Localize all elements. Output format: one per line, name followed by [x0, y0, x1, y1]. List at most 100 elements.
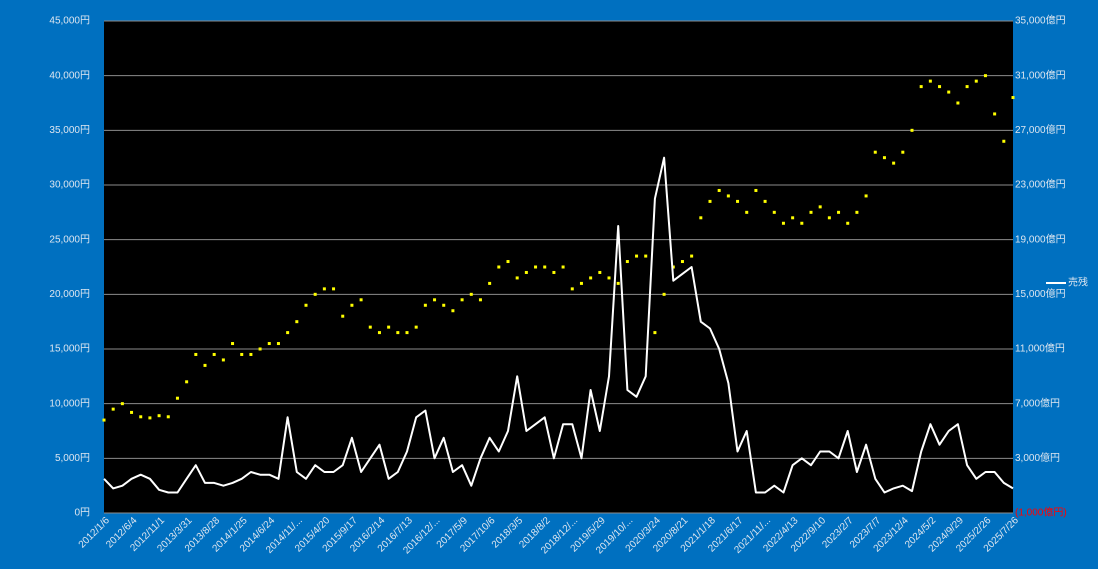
price-marker: [148, 416, 152, 420]
price-marker: [524, 270, 528, 274]
price-marker: [359, 298, 363, 302]
y-tick-label: 45,000円: [49, 16, 90, 27]
price-marker: [726, 194, 730, 198]
y2-tick-label: 27,000億円: [1015, 123, 1066, 136]
price-marker: [882, 156, 886, 160]
y2-tick-label: 23,000億円: [1015, 178, 1066, 191]
price-marker: [653, 331, 657, 335]
price-marker: [552, 270, 556, 274]
price-marker: [157, 414, 161, 418]
price-marker: [120, 402, 124, 406]
y-tick-label: 40,000円: [49, 70, 90, 81]
price-marker: [212, 352, 216, 356]
price-marker: [625, 260, 629, 264]
y-tick-label: 0円: [74, 508, 90, 519]
price-marker: [598, 270, 602, 274]
price-marker: [304, 303, 308, 307]
price-marker: [910, 128, 914, 132]
price-marker: [717, 188, 721, 192]
price-marker: [102, 418, 106, 422]
price-marker: [892, 161, 896, 165]
price-marker: [662, 292, 666, 296]
price-marker: [873, 150, 877, 154]
price-marker: [901, 150, 905, 154]
price-marker: [864, 194, 868, 198]
price-marker: [543, 265, 547, 269]
price-marker: [377, 331, 381, 335]
price-marker: [405, 331, 409, 335]
y-tick-label: 25,000円: [49, 234, 90, 245]
price-marker: [249, 352, 253, 356]
price-marker: [295, 320, 299, 324]
price-marker: [497, 265, 501, 269]
price-marker: [240, 352, 244, 356]
price-marker: [460, 298, 464, 302]
price-marker: [276, 342, 280, 346]
price-marker: [350, 303, 354, 307]
price-marker: [736, 199, 740, 203]
price-marker: [699, 216, 703, 220]
price-marker: [818, 205, 822, 209]
price-marker: [166, 415, 170, 419]
price-marker: [515, 276, 519, 280]
y-tick-label: 10,000円: [49, 398, 90, 409]
price-marker: [478, 298, 482, 302]
price-marker: [267, 342, 271, 346]
price-marker: [442, 303, 446, 307]
price-marker: [791, 216, 795, 220]
y-tick-label: 5,000円: [55, 453, 90, 464]
y2-tick-label: 35,000億円: [1015, 14, 1066, 27]
plot-area: [104, 21, 1013, 513]
price-marker: [763, 199, 767, 203]
price-marker: [332, 287, 336, 291]
y-tick-label: 35,000円: [49, 125, 90, 136]
price-marker: [341, 314, 345, 318]
price-marker: [570, 287, 574, 291]
price-marker: [956, 101, 960, 105]
price-marker: [221, 358, 225, 362]
price-marker: [635, 254, 639, 258]
price-marker: [781, 221, 785, 225]
price-marker: [974, 79, 978, 83]
price-marker: [130, 410, 134, 414]
y-tick-label: 30,000円: [49, 180, 90, 191]
price-marker: [579, 281, 583, 285]
price-marker: [616, 281, 620, 285]
y-tick-label: 15,000円: [49, 344, 90, 355]
price-marker: [938, 85, 942, 89]
price-marker: [708, 199, 712, 203]
y2-tick-label: 11,000億円: [1015, 342, 1065, 355]
price-marker: [754, 188, 758, 192]
price-marker: [286, 331, 290, 335]
price-marker: [965, 85, 969, 89]
price-marker: [745, 210, 749, 214]
price-marker: [534, 265, 538, 269]
y2-tick-label: 31,000億円: [1015, 68, 1066, 81]
price-marker: [800, 221, 804, 225]
price-marker: [827, 216, 831, 220]
price-marker: [396, 331, 400, 335]
price-marker: [488, 281, 492, 285]
price-marker: [469, 292, 473, 296]
price-marker: [414, 325, 418, 329]
price-marker: [423, 303, 427, 307]
price-marker: [451, 309, 455, 313]
price-marker: [194, 352, 198, 356]
price-marker: [1011, 96, 1015, 100]
price-marker: [258, 347, 262, 351]
price-marker: [644, 254, 648, 258]
price-marker: [947, 90, 951, 94]
price-marker: [855, 210, 859, 214]
price-marker: [175, 396, 179, 400]
y2-tick-label: 3,000億円: [1015, 451, 1060, 464]
price-marker: [607, 276, 611, 280]
price-marker: [139, 415, 143, 419]
price-marker: [919, 85, 923, 89]
price-marker: [680, 260, 684, 264]
price-marker: [185, 380, 189, 384]
price-marker: [846, 221, 850, 225]
price-marker: [809, 210, 813, 214]
price-marker: [368, 325, 372, 329]
price-marker: [837, 210, 841, 214]
